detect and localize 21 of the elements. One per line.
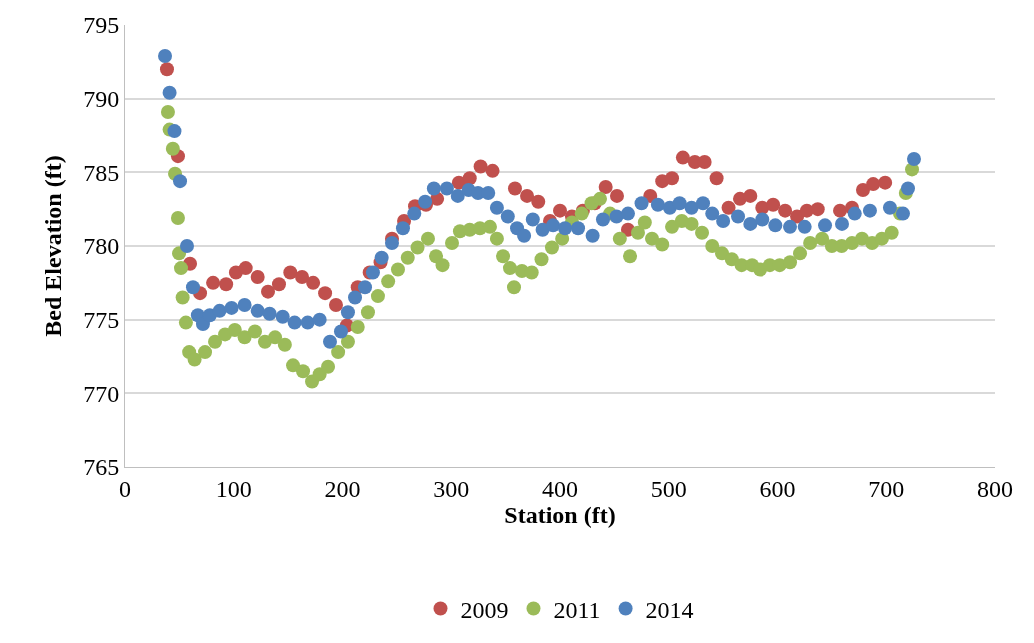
x-tick-label: 100 <box>215 475 252 502</box>
x-tick-label: 200 <box>324 475 361 502</box>
y-tick-label: 790 <box>83 86 120 113</box>
x-tick-label: 600 <box>759 475 796 502</box>
x-tick-label: 0 <box>119 475 131 502</box>
legend-label: 2009 <box>460 596 509 623</box>
x-tick-label: 400 <box>542 475 578 502</box>
y-tick-label: 775 <box>83 307 120 334</box>
y-tick-label: 795 <box>83 12 120 39</box>
y-tick-label: 780 <box>83 233 120 260</box>
legend-label: 2014 <box>645 596 694 623</box>
y-tick-label: 785 <box>83 159 120 186</box>
x-tick-label: 800 <box>977 475 1013 502</box>
y-tick-label: 765 <box>83 454 120 481</box>
y-axis-title: Bed Elevation (ft) <box>40 155 67 337</box>
x-tick-label: 500 <box>650 475 687 502</box>
y-tick-label: 770 <box>83 380 120 407</box>
legend-label: 2011 <box>553 596 601 623</box>
x-tick-label: 300 <box>433 475 470 502</box>
x-tick-label: 700 <box>868 475 905 502</box>
x-axis-title: Station (ft) <box>504 501 616 528</box>
